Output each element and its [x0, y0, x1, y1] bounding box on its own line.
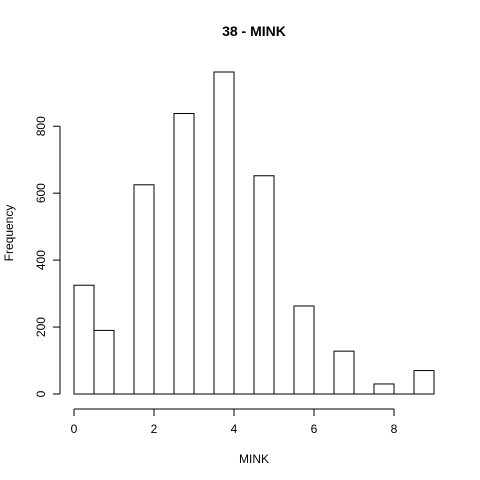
histogram-bar-9 [253, 175, 275, 395]
histogram-bar-1 [93, 329, 115, 395]
y-tick-label: 600 [34, 183, 48, 203]
bars-group [73, 71, 435, 395]
x-tick-label: 6 [311, 422, 318, 436]
histogram-bar-11 [293, 305, 315, 395]
x-axis: 0 2 4 6 8 [71, 408, 398, 436]
y-tick-label: 0 [34, 390, 48, 397]
x-tick-label: 8 [391, 422, 398, 436]
y-tick-label: 800 [34, 116, 48, 136]
y-tick-label: 400 [34, 250, 48, 270]
y-axis: 0 200 400 600 800 [34, 116, 61, 397]
histogram-bar-7 [213, 71, 235, 395]
y-axis-label: Frequency [2, 205, 16, 262]
x-tick-label: 0 [71, 422, 78, 436]
histogram-bar-3 [133, 184, 155, 395]
histogram-bar-13 [333, 350, 355, 395]
histogram-bar-15 [373, 383, 395, 395]
y-tick-label: 200 [34, 317, 48, 337]
chart-title: 38 - MINK [222, 23, 286, 39]
x-tick-label: 4 [231, 422, 238, 436]
x-axis-label: MINK [239, 452, 269, 466]
histogram-bar-0 [73, 284, 95, 395]
histogram-bar-5 [173, 113, 195, 395]
x-tick-label: 2 [151, 422, 158, 436]
histogram-bar-17 [413, 370, 435, 395]
